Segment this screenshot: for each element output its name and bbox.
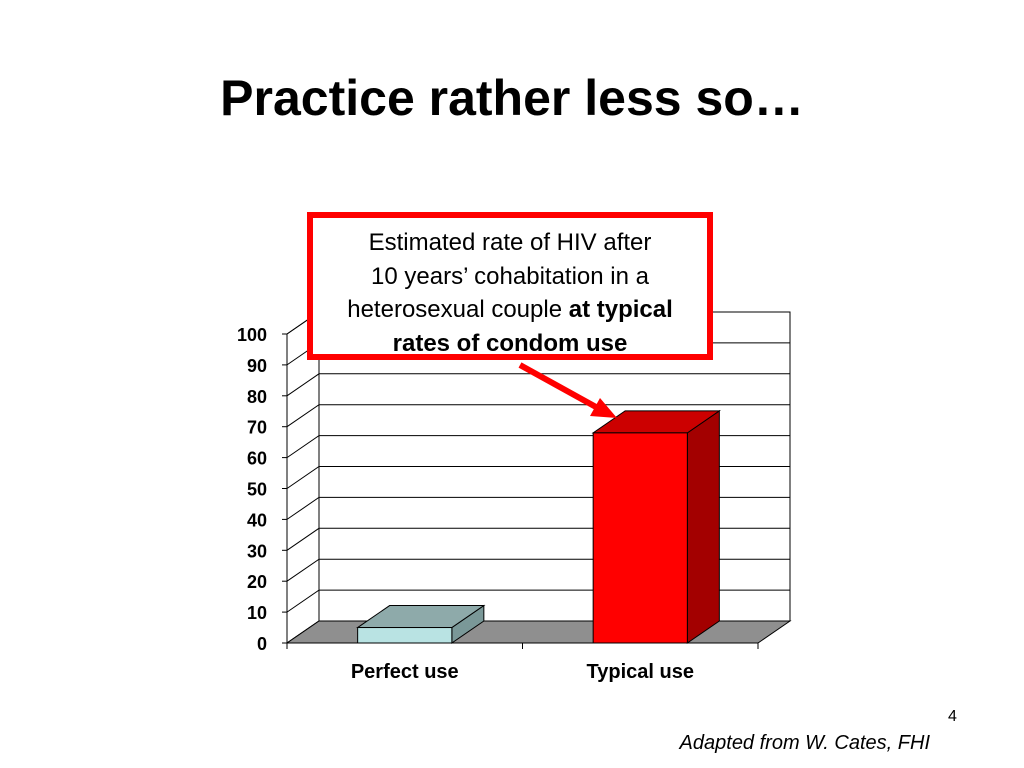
callout-arrow-head: [590, 398, 617, 418]
y-tick-label: 100: [237, 325, 267, 345]
callout-line-3-bold: at typical: [568, 296, 673, 323]
gridline: [286, 404, 790, 428]
y-tick-label: 60: [247, 449, 267, 469]
x-category-label: Perfect use: [351, 661, 459, 683]
callout-line-3: heterosexual couple at typical: [313, 293, 707, 327]
y-tick-label: 30: [247, 541, 267, 561]
callout-line-3-regular: heterosexual couple: [347, 296, 569, 323]
page-number: 4: [948, 708, 957, 725]
y-tick-label: 90: [247, 356, 267, 376]
y-tick-label: 20: [247, 572, 267, 592]
x-axis-labels: Perfect use Typical use: [351, 661, 694, 683]
callout-box: Estimated rate of HIV after 10 years’ co…: [307, 212, 713, 360]
y-tick-label: 80: [247, 387, 267, 407]
bar-front: [357, 627, 453, 644]
callout-arrow: [518, 362, 617, 418]
bar-perfect-use: [356, 604, 486, 644]
callout-arrow-line: [518, 362, 598, 410]
bar-side: [686, 409, 720, 644]
callout-line-2: 10 years’ cohabitation in a: [371, 262, 649, 290]
source-note: Adapted from W. Cates, FHI: [679, 732, 930, 754]
chart-bars: [356, 409, 721, 644]
bar-front: [592, 432, 688, 644]
y-tick-label: 40: [247, 510, 267, 530]
y-tick-label: 70: [247, 418, 267, 438]
callout-line-1: Estimated rate of HIV after: [368, 229, 652, 256]
x-category-label: Typical use: [587, 661, 694, 683]
y-tick-label: 10: [247, 603, 267, 623]
y-axis-ticks: 0 10 20 30 40 50 60 70 80 90 100: [237, 325, 288, 654]
gridline: [286, 373, 790, 397]
bar-typical-use: [591, 409, 721, 644]
callout-line-4: rates of condom use: [392, 329, 628, 357]
slide-title: Practice rather less so…: [220, 70, 804, 126]
y-tick-label: 50: [247, 480, 267, 500]
y-tick-label: 0: [257, 634, 267, 654]
